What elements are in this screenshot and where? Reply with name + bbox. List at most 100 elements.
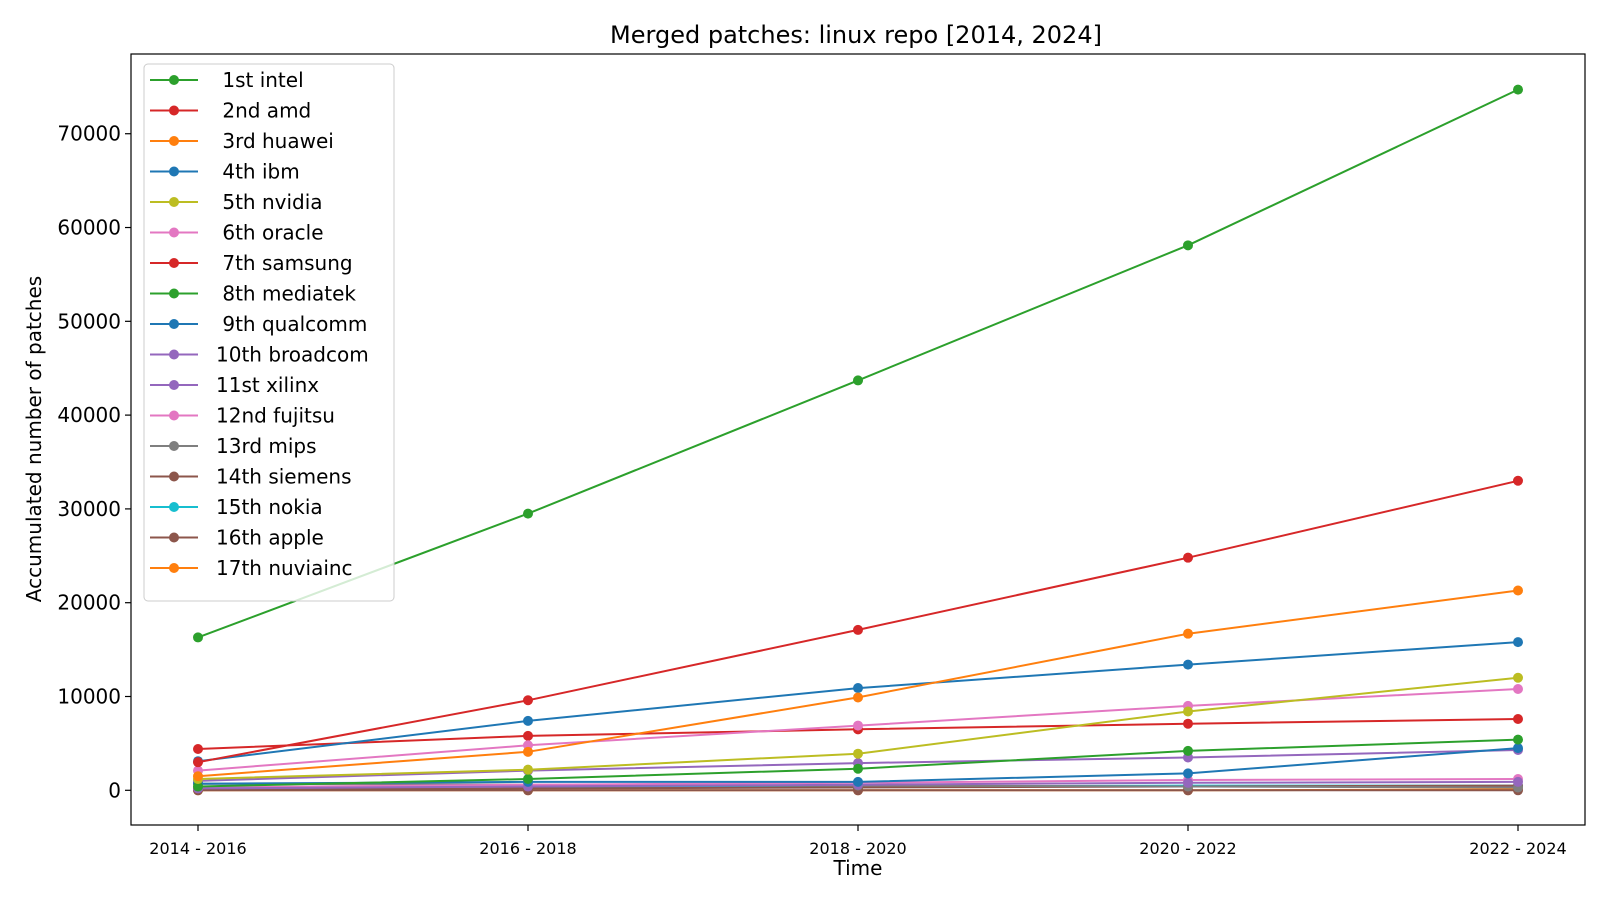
legend-item: 13rd mips [150,434,317,458]
data-point [853,624,863,635]
legend-item: 14th siemens [150,465,352,489]
data-point [1183,628,1193,639]
data-point [1513,475,1523,486]
legend-marker [169,258,179,268]
legend-marker [169,441,179,451]
data-point [1183,718,1193,729]
legend-item: 15th nokia [150,495,323,519]
legend-label: 12nd fujitsu [216,404,335,428]
legend-marker [169,471,179,482]
legend-item: 3rd huawei [150,129,334,153]
data-point [523,730,533,741]
legend-label: 10th broadcom [216,343,369,367]
data-point [1183,777,1193,788]
data-point [1513,714,1523,725]
data-point [1513,743,1523,754]
data-point [1183,659,1193,670]
data-point [1513,734,1523,745]
y-tick-label: 50000 [57,309,121,333]
legend-marker [169,349,179,360]
data-point [193,757,203,768]
data-point [193,744,203,755]
legend-item: 16th apple [150,526,324,550]
legend-item: 12nd fujitsu [150,404,335,428]
data-point [1183,768,1193,779]
legend-marker [169,532,179,543]
legend-label: 4th ibm [216,160,300,184]
legend-box [143,63,395,602]
series-group [193,734,1523,792]
legend-marker [169,502,179,512]
legend-label: 3rd huawei [216,129,334,153]
series-group [193,475,1523,768]
legend-item: 10th broadcom [150,343,369,367]
series-layer [193,84,1523,796]
data-point [193,632,203,643]
data-point [853,748,863,759]
series-group [193,714,1523,755]
data-point [853,375,863,386]
legend-label: 1st intel [216,68,304,92]
x-axis-label: Time [833,856,883,880]
data-point [523,695,533,706]
legend-marker [169,319,179,329]
legend-marker [169,410,179,421]
legend-marker [169,227,179,238]
data-point [523,764,533,775]
data-point [523,715,533,726]
data-point [523,746,533,757]
x-tick-label: 2018 - 2020 [809,839,906,858]
legend-item: 9th qualcomm [150,312,367,336]
data-point [523,774,533,785]
legend-label: 7th samsung [216,251,353,275]
legend-marker [169,105,179,116]
legend-item: 2nd amd [150,99,311,123]
data-point [1513,585,1523,596]
data-point [1513,84,1523,95]
series-line [197,88,1519,639]
y-axis-label: Accumulated number of patches [22,276,46,602]
legend-item: 4th ibm [150,160,300,184]
legend-label: 14th siemens [216,465,352,489]
legend-label: 9th qualcomm [216,312,367,336]
y-tick-label: 10000 [57,685,121,709]
legend-marker [169,288,179,299]
series-group [193,84,1523,643]
x-tick-label: 2016 - 2018 [479,839,576,858]
x-tick-label: 2022 - 2024 [1469,839,1566,858]
series-line [197,479,1519,764]
data-point [1513,637,1523,648]
data-point [853,692,863,703]
legend: 1st intel 2nd amd 3rd huawei 4th ibm 5th… [143,63,395,602]
data-point [193,771,203,782]
legend-label: 16th apple [216,526,324,550]
legend-label: 6th oracle [216,221,324,245]
data-point [853,776,863,787]
legend-label: 8th mediatek [216,282,356,306]
data-point [1513,683,1523,694]
legend-marker [169,563,179,573]
legend-label: 17th nuviainc [216,556,353,580]
legend-item: 7th samsung [150,251,353,275]
data-point [1183,552,1193,563]
data-point [1183,745,1193,756]
legend-item: 11st xilinx [150,373,319,397]
legend-item: 8th mediatek [150,282,356,306]
data-point [1183,240,1193,251]
y-axis: 0 10000 20000 30000 40000 50000 60000 70000 [57,122,131,802]
x-tick-label: 2020 - 2022 [1139,839,1236,858]
data-point [853,720,863,731]
data-point [1513,672,1523,683]
legend-item: 1st intel [150,68,304,92]
legend-item: 6th oracle [150,221,324,245]
legend-label: 15th nokia [216,495,323,519]
data-point [523,508,533,519]
legend-marker [169,166,179,177]
legend-label: 11st xilinx [216,373,319,397]
data-point [1183,706,1193,717]
y-tick-label: 20000 [57,591,121,615]
legend-label: 5th nvidia [216,190,323,214]
y-tick-label: 40000 [57,403,121,427]
x-tick-label: 2014 - 2016 [149,839,246,858]
data-point [1513,776,1523,787]
